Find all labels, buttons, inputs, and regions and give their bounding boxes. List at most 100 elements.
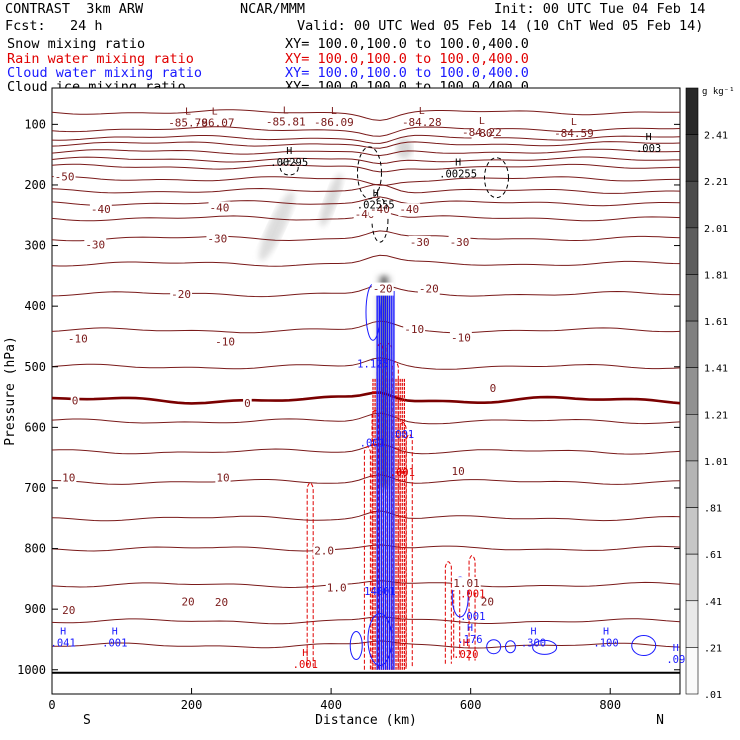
isotherm-label: -30 [85, 238, 105, 251]
low-value-label: -84.59 [554, 127, 594, 140]
model-title: CONTRAST 3km ARW [5, 1, 144, 17]
mixing-ratio-label: .001 [389, 429, 414, 441]
x-tick-label: 200 [181, 698, 203, 712]
rain-contour [405, 433, 413, 667]
x-tick-label: 400 [320, 698, 342, 712]
isotherm-label: -10 [68, 332, 88, 345]
colorbar-level-label: .41 [704, 597, 722, 608]
high-value-label: .041 [51, 638, 76, 650]
colorbar-swatch [685, 460, 699, 508]
isotherm-label-bg [206, 232, 229, 246]
high-value-label: .00255 [439, 169, 477, 181]
isotherm-label-bg [61, 603, 77, 617]
isotherm-label: 20 [215, 596, 228, 609]
isotherm-label: -30 [450, 236, 470, 249]
high-value-label: .176 [457, 634, 482, 646]
colorbar-level-label: .21 [704, 643, 722, 654]
isotherm-label: -40 [210, 201, 230, 214]
valid-time: Valid: 00 UTC Wed 05 Feb 14 (10 ChT Wed … [297, 18, 704, 34]
isotherm-label: 0 [490, 382, 497, 395]
isotherm-label-bg [398, 203, 421, 217]
isotherm-line [51, 141, 681, 149]
isotherm-label-bg [84, 238, 107, 252]
low-marker: L [571, 117, 577, 128]
isotherm-label-bg [215, 471, 231, 485]
isotherm-label-bg [449, 331, 472, 345]
low-value-label: -84.22 [462, 126, 502, 139]
high-marker: H [463, 638, 469, 649]
field-xy-cloud-ice: XY= 100.0,100.0 to 100.0,400.0 [285, 79, 529, 95]
isotherm-label-bg [214, 335, 236, 349]
isotherm-label: 20 [481, 595, 494, 608]
isotherm-label-bg [450, 464, 466, 478]
isotherm-label: -30 [410, 236, 430, 249]
field-xy-cloud-water: XY= 100.0,100.0 to 100.0,400.0 [285, 65, 529, 81]
isotherm-label: -40 [370, 203, 390, 216]
mixing-ratio-label: .001 [390, 467, 415, 479]
isotherm-label-bg [70, 394, 80, 408]
isotherm-label: 2.0 [314, 544, 334, 557]
isotherm-label: -40 [399, 203, 419, 216]
high-marker: H [673, 643, 679, 654]
isotherm-label: 1.0 [327, 581, 347, 594]
colorbar-swatch [685, 320, 699, 368]
field-xy-rain: XY= 100.0,100.0 to 100.0,400.0 [285, 51, 529, 67]
isotherm-label-bg [452, 577, 481, 591]
cloud-water-contour [367, 612, 393, 666]
colorbar-swatch [685, 87, 699, 135]
isotherm-label-bg [66, 332, 89, 346]
field-label-cloud-water: Cloud water mixing ratio [7, 65, 203, 81]
isotherm-label: -10 [215, 335, 235, 348]
colorbar-swatch [685, 553, 699, 602]
south-label: S [83, 713, 91, 728]
low-value-label: -84.28 [402, 116, 442, 129]
ice-plume-mid [319, 173, 343, 227]
colorbar-level-label: 1.21 [704, 410, 728, 421]
rain-contour [453, 585, 461, 658]
isotherm-label-bg [170, 288, 193, 302]
isotherm-label-bg [243, 397, 252, 411]
high-value-label: .09 [666, 654, 685, 666]
high-marker: H [646, 132, 652, 143]
isotherm-label-bg [213, 595, 230, 609]
y-tick-label: 900 [24, 602, 46, 616]
y-axis-label: Pressure (hPa) [3, 336, 18, 446]
ice-plume-top [396, 138, 413, 159]
y-tick-label: 500 [24, 360, 46, 374]
field-label-cloud-ice: Cloud ice mixing ratio [7, 79, 186, 95]
isotherm-label: 0 [72, 395, 79, 408]
field-label-snow: Snow mixing ratio [7, 36, 146, 52]
rain-contour [468, 555, 476, 661]
high-value-label: .003 [636, 143, 661, 155]
isotherm-line [51, 544, 681, 552]
high-value-label: .001 [102, 638, 127, 650]
isotherm-label: 1.01 [453, 577, 480, 590]
high-marker: H [373, 189, 379, 200]
isotherm-label-bg [89, 203, 112, 217]
freezing-level-line [51, 391, 681, 405]
x-tick-label: 800 [599, 698, 621, 712]
isotherm-label: 20 [62, 604, 75, 617]
rain-contour [391, 361, 399, 670]
colorbar-level-label: .01 [704, 690, 722, 701]
isotherm-label-bg [53, 170, 76, 184]
low-marker: L [185, 107, 191, 118]
isotherm-label-bg [353, 208, 376, 222]
isotherm-line [51, 109, 681, 121]
isotherm-line [51, 443, 681, 455]
low-value-label: -85.79 [168, 117, 208, 130]
colorbar-swatch [685, 414, 699, 462]
isotherm-line [51, 175, 680, 186]
low-value-label: -86.07 [195, 117, 235, 130]
rain-contour [376, 343, 384, 670]
isotherm-line [51, 196, 681, 207]
low-marker: L [331, 106, 337, 117]
isotherm-line [51, 211, 681, 222]
isotherm-line [51, 412, 681, 425]
field-label-rain: Rain water mixing ratio [7, 51, 194, 67]
isotherm-label: -30 [207, 232, 227, 245]
colorbar-level-label: 2.21 [704, 177, 728, 188]
low-marker: L [283, 105, 289, 116]
y-tick-label: 100 [24, 117, 46, 131]
